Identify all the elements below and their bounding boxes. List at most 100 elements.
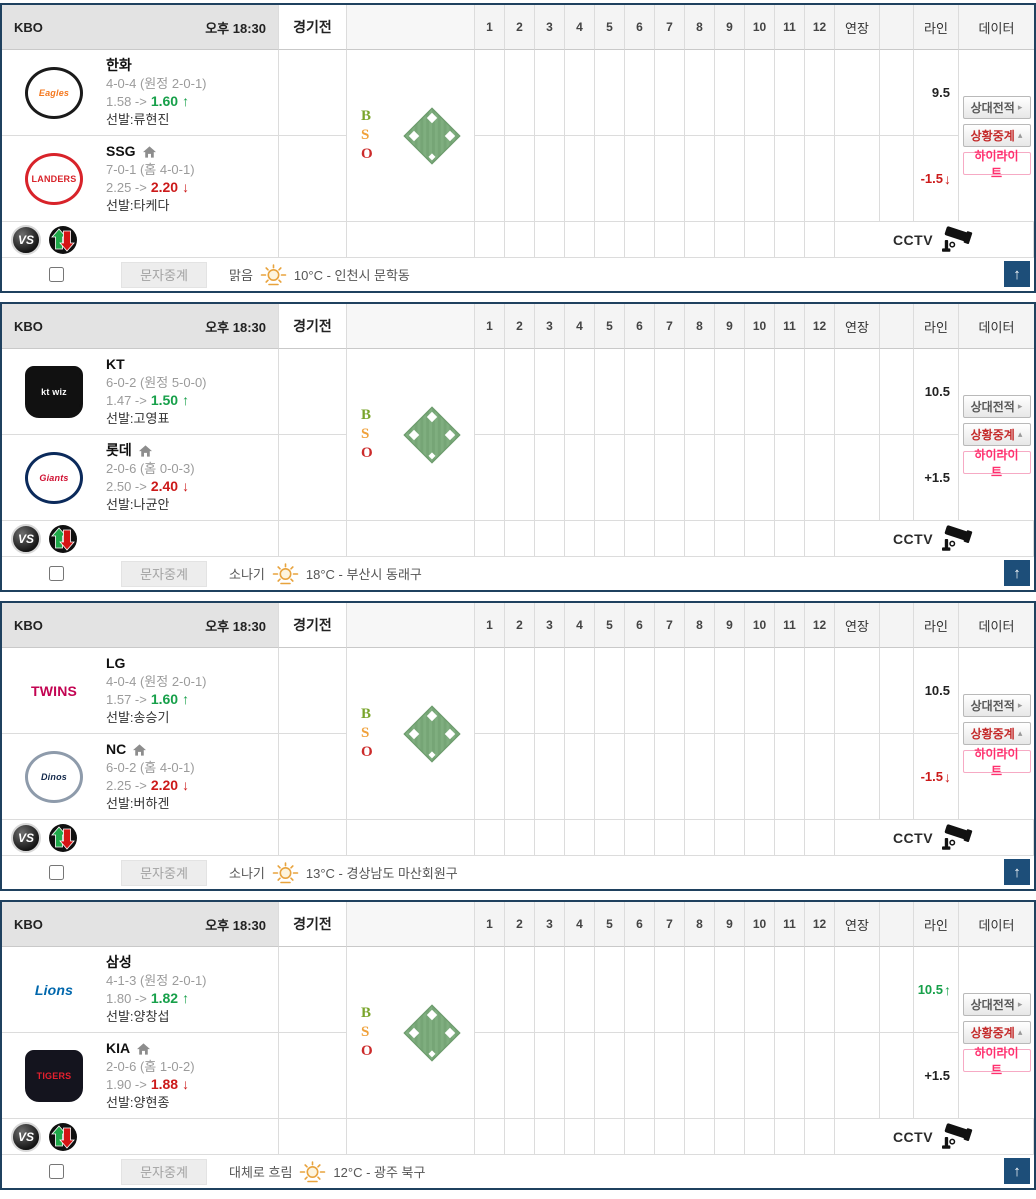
inning-cell [655,50,685,136]
cctv-button[interactable]: CCTV [835,521,1034,557]
home-team-name[interactable]: KIA [106,1040,131,1056]
bso-indicator: B S O [361,705,373,762]
home-team-name[interactable]: SSG [106,143,136,159]
highlight-button[interactable]: 하이라이트 [962,149,1031,180]
home-team-logo[interactable]: Giants [2,451,106,504]
chevron-right-icon: ▸ [1017,999,1023,1009]
text-broadcast-button[interactable]: 문자중계 [121,1158,207,1185]
away-line-cell: 10.5 [914,648,959,734]
up-arrow-icon: ↑ [1013,564,1021,582]
status-cell [279,1119,347,1155]
home-team-logo[interactable]: LANDERS [2,152,106,205]
odds-up-down-icon[interactable] [48,524,78,554]
odds-arrow-icon: ↑ [182,990,190,1006]
live-broadcast-button[interactable]: 상황중계 ▴ [962,722,1031,745]
game-status: 경기전 [279,603,347,648]
away-team-name[interactable]: LG [106,655,126,671]
highlight-button[interactable]: 하이라이트 [962,1046,1031,1077]
scroll-top-button[interactable]: ↑ [1004,859,1030,885]
head-to-head-label: 상대전적 [970,998,1015,1012]
inning-cell [655,222,685,258]
scroll-top-button[interactable]: ↑ [1004,560,1030,586]
text-broadcast-button[interactable]: 문자중계 [121,261,207,288]
spacer-cell [880,947,914,1033]
home-team-name[interactable]: 롯데 [106,442,132,458]
inning-cell [745,1033,775,1119]
away-team-logo[interactable]: kt wiz [2,365,106,418]
select-game-checkbox[interactable] [49,865,64,880]
odds-up-down-icon[interactable] [48,1122,78,1152]
inning-header: 7 [655,902,685,947]
select-game-checkbox[interactable] [49,267,64,282]
cctv-button[interactable]: CCTV [835,820,1034,856]
inning-header: 1 [475,603,505,648]
vs-row: VS [2,1119,279,1155]
away-team-logo[interactable]: Lions [2,967,106,1013]
text-broadcast-button[interactable]: 문자중계 [121,859,207,886]
head-to-head-button[interactable]: 상대전적 ▸ [962,96,1031,119]
inning-header: 1 [475,304,505,349]
head-to-head-button[interactable]: 상대전적 ▸ [962,395,1031,418]
odds-up-down-icon[interactable] [48,225,78,255]
inning-cell [775,521,805,557]
away-team-name[interactable]: 한화 [106,57,132,73]
baseball-diamond-icon [403,1003,461,1062]
team-logo-badge: kt wiz [25,365,83,418]
vs-badge[interactable]: VS [11,224,41,255]
inning-cell [625,648,655,734]
inning-cell [715,435,745,521]
header-spacer [880,5,914,50]
spacer-cell [347,222,475,258]
away-team-name[interactable]: 삼성 [106,954,132,970]
inning-cell [625,136,655,222]
scroll-top-button[interactable]: ↑ [1004,261,1030,287]
home-icon [133,743,147,756]
inning-cell [685,136,715,222]
inning-cell [775,1119,805,1155]
away-starting-pitcher: 선발:양창섭 [106,1009,170,1024]
away-team-name[interactable]: KT [106,356,125,372]
balls-label: B [361,1005,372,1021]
away-team-logo[interactable]: Eagles [2,66,106,119]
vs-row: VS [2,521,279,557]
vs-badge[interactable]: VS [11,1121,41,1152]
highlight-button[interactable]: 하이라이트 [962,448,1031,479]
home-team-logo[interactable]: Dinos [2,750,106,803]
strikes-label: S [361,1024,370,1040]
inning-cell [745,521,775,557]
select-game-checkbox[interactable] [49,1164,64,1179]
bso-indicator: B S O [361,107,373,164]
highlight-button[interactable]: 하이라이트 [962,747,1031,778]
inning-header: 11 [775,603,805,648]
cctv-button[interactable]: CCTV [835,1119,1034,1155]
vs-badge[interactable]: VS [11,822,41,853]
odds-arrow-icon: ↓ [182,1076,190,1092]
weather-temp-location: 12°C - 광주 북구 [333,1165,426,1180]
inning-cell [595,521,625,557]
odds-up-down-icon[interactable] [48,823,78,853]
inning-header: 10 [745,902,775,947]
vs-badge[interactable]: VS [11,523,41,554]
live-broadcast-button[interactable]: 상황중계 ▴ [962,124,1031,147]
live-broadcast-button[interactable]: 상황중계 ▴ [962,1021,1031,1044]
scroll-top-button[interactable]: ↑ [1004,1158,1030,1184]
status-label: 경기전 [293,318,332,334]
home-team-name[interactable]: NC [106,741,127,757]
inning-cell [745,648,775,734]
text-broadcast-button[interactable]: 문자중계 [121,560,207,587]
head-to-head-button[interactable]: 상대전적 ▸ [962,694,1031,717]
field-visual: B S O [347,50,475,222]
inning-cell [535,648,565,734]
away-team-logo[interactable]: TWINS [2,668,106,714]
inning-header: 9 [715,5,745,50]
league-label: KBO [14,916,43,932]
cctv-button[interactable]: CCTV [835,222,1034,258]
home-team-logo[interactable]: TIGERS [2,1049,106,1102]
live-broadcast-button[interactable]: 상황중계 ▴ [962,423,1031,446]
inning-cell [745,50,775,136]
inning-cell [775,222,805,258]
head-to-head-button[interactable]: 상대전적 ▸ [962,993,1031,1016]
inning-cell [745,222,775,258]
select-game-checkbox[interactable] [49,566,64,581]
inning-cell [595,947,625,1033]
